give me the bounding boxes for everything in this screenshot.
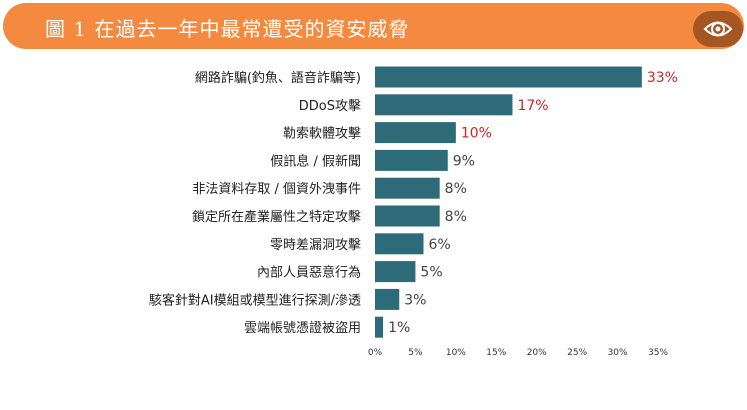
value-label: 17% — [517, 98, 548, 114]
category-label: 網路詐騙(釣魚、語音詐騙等) — [195, 70, 361, 86]
bar — [375, 316, 384, 338]
category-label: 非法資料存取 / 個資外洩事件 — [192, 182, 361, 197]
x-tick-label: 10% — [446, 348, 466, 358]
eye-button[interactable] — [693, 11, 743, 47]
category-label: 駭客針對AI模組或模型進行探測/滲透 — [149, 292, 361, 308]
category-label: 零時差漏洞攻擊 — [270, 237, 361, 253]
x-tick-label: 15% — [486, 348, 506, 358]
value-label: 3% — [404, 292, 426, 308]
value-label: 1% — [388, 320, 410, 336]
bar — [375, 261, 416, 283]
x-tick-label: 5% — [408, 348, 423, 358]
bar — [375, 122, 456, 144]
value-label: 6% — [429, 237, 451, 253]
category-label: 雲端帳號憑證被盜用 — [244, 320, 361, 336]
value-label: 8% — [445, 181, 467, 197]
x-tick-label: 30% — [608, 348, 628, 358]
x-tick-label: 25% — [567, 348, 587, 358]
bar — [375, 149, 448, 171]
value-label: 9% — [453, 153, 475, 169]
page-title: 圖 1 在過去一年中最常遭受的資安威脅 — [45, 17, 410, 41]
category-label: DDoS攻擊 — [299, 98, 361, 114]
title-banner: 圖 1 在過去一年中最常遭受的資安威脅 — [3, 3, 744, 49]
x-tick-label: 35% — [648, 348, 668, 358]
value-label: 33% — [647, 70, 678, 86]
bar — [375, 94, 513, 116]
category-label: 鎖定所在產業屬性之特定攻擊 — [192, 209, 361, 225]
category-label: 假訊息 / 假新聞 — [270, 153, 361, 169]
category-label: 勒索軟體攻擊 — [283, 126, 361, 142]
x-tick-label: 0% — [368, 348, 383, 358]
bar — [375, 66, 642, 88]
bar — [375, 177, 440, 199]
value-label: 10% — [461, 126, 492, 142]
category-label: 內部人員惡意行為 — [257, 265, 361, 281]
bar — [375, 288, 400, 310]
bar — [375, 233, 424, 255]
x-tick-label: 20% — [527, 348, 547, 358]
value-label: 8% — [445, 209, 467, 225]
eye-icon — [703, 21, 733, 37]
value-label: 5% — [420, 265, 442, 281]
bar — [375, 205, 440, 227]
